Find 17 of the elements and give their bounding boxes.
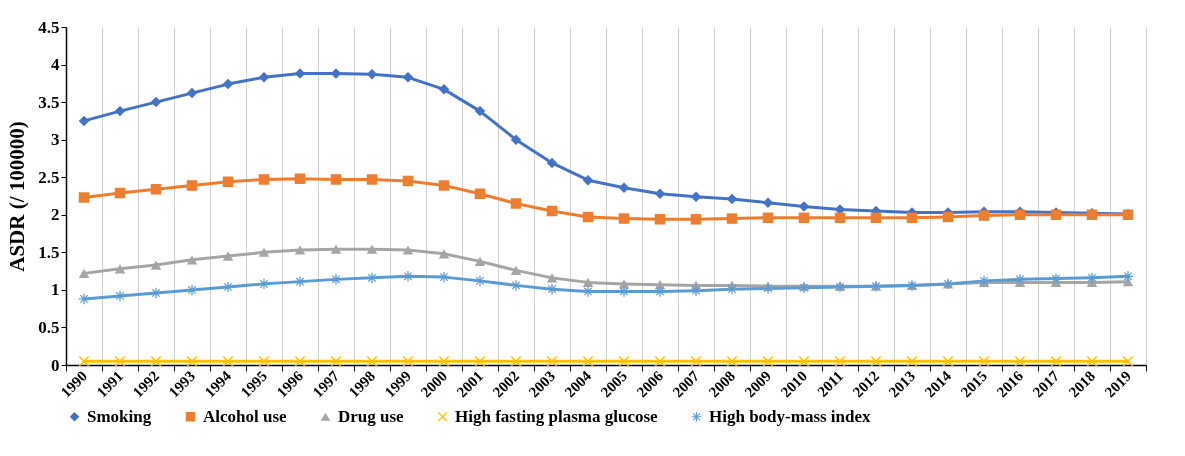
legend-label: Drug use: [338, 406, 405, 426]
legend-label: High fasting plasma glucose: [455, 406, 659, 426]
y-tick-label: 1: [51, 280, 60, 300]
legend-label: Smoking: [87, 406, 152, 426]
y-tick-label: 3: [51, 130, 60, 150]
y-axis-title: ASDR (/ 100000): [5, 121, 30, 272]
legend-label: High body-mass index: [709, 406, 872, 426]
y-tick-label: 2.5: [38, 167, 60, 187]
y-tick-label: 0: [51, 355, 60, 375]
y-tick-label: 4: [51, 55, 60, 75]
legend-label: Alcohol use: [203, 406, 288, 426]
y-tick-label: 2: [51, 205, 60, 225]
x-tick-label: 2011: [814, 367, 847, 400]
y-tick-label: 4.5: [38, 17, 60, 37]
y-tick-label: 1.5: [38, 242, 60, 262]
y-tick-label: 0.5: [38, 317, 60, 337]
y-tick-label: 3.5: [38, 92, 60, 112]
